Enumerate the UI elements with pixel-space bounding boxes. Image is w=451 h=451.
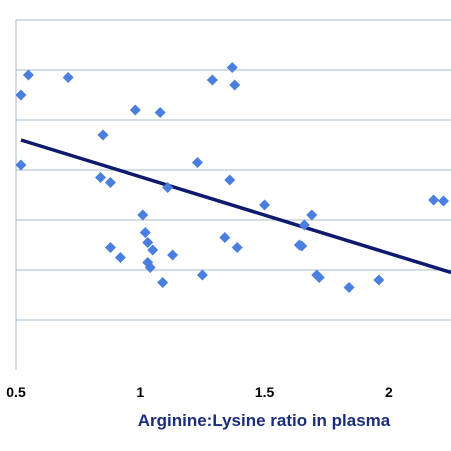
data-point-4 <box>62 72 74 83</box>
data-point-12 <box>139 227 151 238</box>
data-point-17 <box>154 107 166 118</box>
data-point-33 <box>306 209 318 221</box>
data-point-10 <box>129 104 141 116</box>
data-points <box>15 62 450 293</box>
data-point-21 <box>191 157 203 168</box>
trendline <box>20 138 451 275</box>
x-tick-label: 0.5 <box>6 384 26 400</box>
data-point-24 <box>219 232 231 243</box>
data-point-15 <box>144 262 156 273</box>
data-point-32 <box>298 219 310 231</box>
trendline-layer <box>20 138 451 275</box>
data-point-38 <box>428 194 440 206</box>
x-axis-title: Arginine:Lysine ratio in plasma <box>138 411 391 430</box>
data-point-19 <box>162 182 174 193</box>
data-point-26 <box>226 62 238 73</box>
data-point-6 <box>95 172 107 183</box>
data-point-16 <box>147 244 159 256</box>
x-tick-label: 1.5 <box>255 384 275 400</box>
data-point-39 <box>438 195 450 207</box>
data-point-23 <box>206 74 218 86</box>
data-point-8 <box>104 242 116 253</box>
data-point-36 <box>343 282 355 293</box>
x-tick-label: 1 <box>136 384 144 400</box>
data-point-11 <box>137 209 149 221</box>
data-point-28 <box>231 242 243 253</box>
data-point-20 <box>167 249 179 261</box>
data-point-29 <box>259 199 271 211</box>
gridlines <box>16 69 451 321</box>
data-point-9 <box>114 252 126 263</box>
data-point-1 <box>15 159 27 171</box>
data-point-2 <box>15 89 27 101</box>
data-point-22 <box>196 269 208 281</box>
data-point-18 <box>157 277 169 288</box>
data-point-31 <box>296 240 308 252</box>
data-point-5 <box>97 129 109 141</box>
x-tick-labels: 0.5 1 1.5 2 <box>6 384 393 400</box>
x-tick-label: 2 <box>385 384 393 400</box>
data-point-35 <box>313 272 325 283</box>
data-point-3 <box>22 69 34 81</box>
data-point-25 <box>224 174 236 186</box>
data-point-27 <box>229 79 241 91</box>
data-point-7 <box>104 177 116 188</box>
data-point-37 <box>373 274 385 286</box>
data-point-13 <box>142 237 154 248</box>
